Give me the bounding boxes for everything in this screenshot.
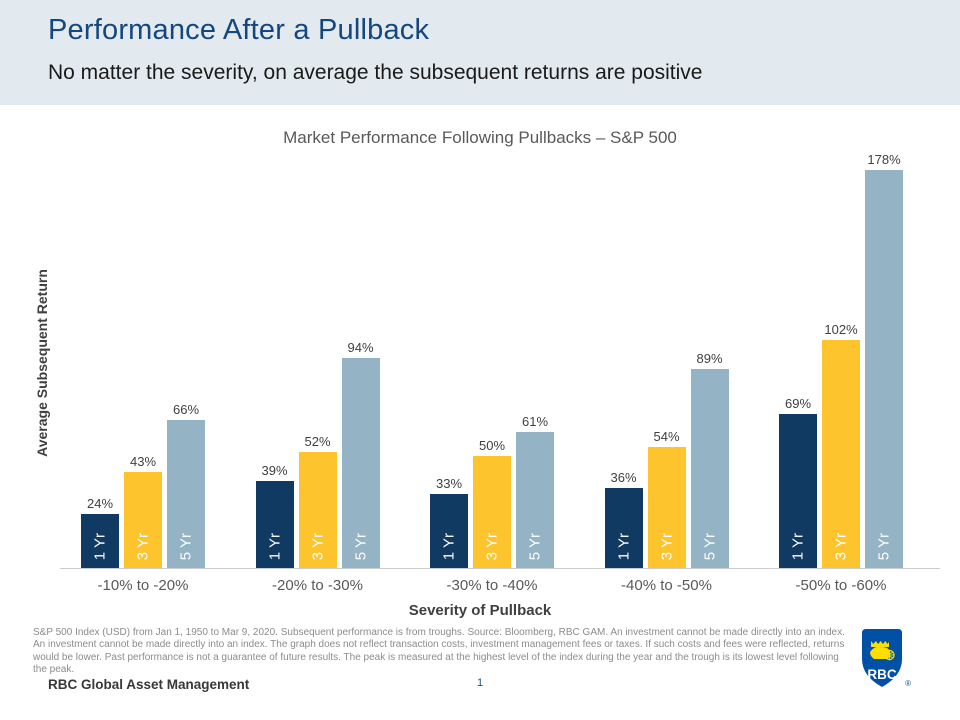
bar-group: 36% 1 Yr 54% 3 Yr 89% 5 Yr -40% to -50% <box>604 138 729 594</box>
bar-value-label: 94% <box>347 340 374 355</box>
bar: 1 Yr <box>255 481 294 568</box>
rbc-logo: RBC ® <box>861 628 911 692</box>
bar-series-label: 5 Yr <box>352 532 369 560</box>
bar-column: 94% 5 Yr <box>341 340 380 568</box>
bar-column: 39% 1 Yr <box>255 463 294 568</box>
bar-value-label: 61% <box>521 414 549 429</box>
page-number: 1 <box>476 677 484 689</box>
bar-group: 69% 1 Yr 102% 3 Yr 178% 5 Yr -50% to -60% <box>779 138 903 594</box>
bar: 3 Yr <box>473 456 511 568</box>
bar-column: 36% 1 Yr <box>604 470 643 568</box>
bar-series-label: 3 Yr <box>832 532 850 560</box>
bar-value-label: 66% <box>172 402 200 417</box>
bar-series-label: 3 Yr <box>658 532 675 560</box>
header-band: Performance After a Pullback No matter t… <box>0 0 960 105</box>
bar-column: 178% 5 Yr <box>865 152 903 568</box>
bar-series-label: 1 Yr <box>91 532 109 560</box>
bar: 5 Yr <box>690 369 729 568</box>
bar-column: 66% 5 Yr <box>167 402 205 568</box>
bar-series-label: 3 Yr <box>483 532 501 560</box>
bar: 1 Yr <box>430 494 468 568</box>
bar: 3 Yr <box>647 447 686 568</box>
x-category-label: -10% to -20% <box>97 577 189 594</box>
bar: 5 Yr <box>516 432 554 568</box>
bar: 5 Yr <box>167 420 205 568</box>
bar-value-label: 43% <box>129 454 157 469</box>
bar-column: 52% 3 Yr <box>298 434 337 568</box>
bar-column: 33% 1 Yr <box>430 476 468 568</box>
bar-group: 24% 1 Yr 43% 3 Yr 66% 5 Yr -10% to -20% <box>81 138 205 594</box>
bar-value-label: 39% <box>261 463 288 478</box>
bar-group: 33% 1 Yr 50% 3 Yr 61% 5 Yr -30% to -40% <box>430 138 554 594</box>
logo-text: RBC <box>867 667 896 682</box>
bar-value-label: 52% <box>304 434 331 449</box>
bar-series-label: 1 Yr <box>789 532 807 560</box>
bar-series-label: 1 Yr <box>266 532 283 560</box>
bar-value-label: 50% <box>478 438 506 453</box>
bar-column: 89% 5 Yr <box>690 351 729 568</box>
bar: 1 Yr <box>779 414 817 568</box>
x-category-label: -50% to -60% <box>795 577 887 594</box>
bar-column: 61% 5 Yr <box>516 414 554 568</box>
bar-series-label: 5 Yr <box>875 532 893 560</box>
bar-value-label: 54% <box>653 429 680 444</box>
bar-column: 69% 1 Yr <box>779 396 817 568</box>
bar: 1 Yr <box>604 488 643 568</box>
bar-value-label: 102% <box>824 322 858 337</box>
bar-column: 50% 3 Yr <box>473 438 511 568</box>
x-category-label: -40% to -50% <box>621 577 712 594</box>
chart-title: Market Performance Following Pullbacks –… <box>283 128 677 147</box>
y-axis-label: Average Subsequent Return <box>34 269 50 457</box>
bar-column: 102% 3 Yr <box>822 322 860 568</box>
rbc-shield-icon: RBC <box>862 629 902 687</box>
bar-column: 43% 3 Yr <box>124 454 162 568</box>
bar: 3 Yr <box>124 472 162 568</box>
bar: 5 Yr <box>865 170 903 568</box>
x-category-label: -20% to -30% <box>272 577 363 594</box>
bar-value-label: 178% <box>867 152 901 167</box>
bar-column: 24% 1 Yr <box>81 496 119 568</box>
bar-series-label: 3 Yr <box>309 532 326 560</box>
bar: 3 Yr <box>298 452 337 568</box>
bar-chart: 24% 1 Yr 43% 3 Yr 66% 5 Yr -10% to -20% 39% 1 Yr… <box>81 138 903 594</box>
x-axis-line <box>60 568 940 569</box>
bar: 3 Yr <box>822 340 860 568</box>
slide-title: Performance After a Pullback <box>48 14 430 46</box>
bar-series-label: 3 Yr <box>134 532 152 560</box>
bar-column: 54% 3 Yr <box>647 429 686 568</box>
bar-value-label: 69% <box>784 396 812 411</box>
x-axis-title: Severity of Pullback <box>408 602 552 619</box>
bar-series-label: 1 Yr <box>615 532 632 560</box>
footnote-disclaimer: S&P 500 Index (USD) from Jan 1, 1950 to … <box>33 627 845 675</box>
bar-series-label: 1 Yr <box>440 532 458 560</box>
slide-subtitle: No matter the severity, on average the s… <box>48 61 703 84</box>
bar-value-label: 89% <box>696 351 723 366</box>
x-category-label: -30% to -40% <box>446 577 538 594</box>
lion-globe-emblem <box>870 641 891 659</box>
bar-value-label: 36% <box>610 470 637 485</box>
bar-value-label: 24% <box>86 496 114 511</box>
bar: 1 Yr <box>81 514 119 568</box>
bar-group: 39% 1 Yr 52% 3 Yr 94% 5 Yr -20% to -30% <box>255 138 380 594</box>
bar-value-label: 33% <box>435 476 463 491</box>
bar-series-label: 5 Yr <box>701 532 718 560</box>
footer-brand: RBC Global Asset Management <box>48 677 250 692</box>
bar-series-label: 5 Yr <box>526 532 544 560</box>
bar: 5 Yr <box>341 358 380 568</box>
registered-mark: ® <box>905 679 911 688</box>
bar-series-label: 5 Yr <box>177 532 195 560</box>
